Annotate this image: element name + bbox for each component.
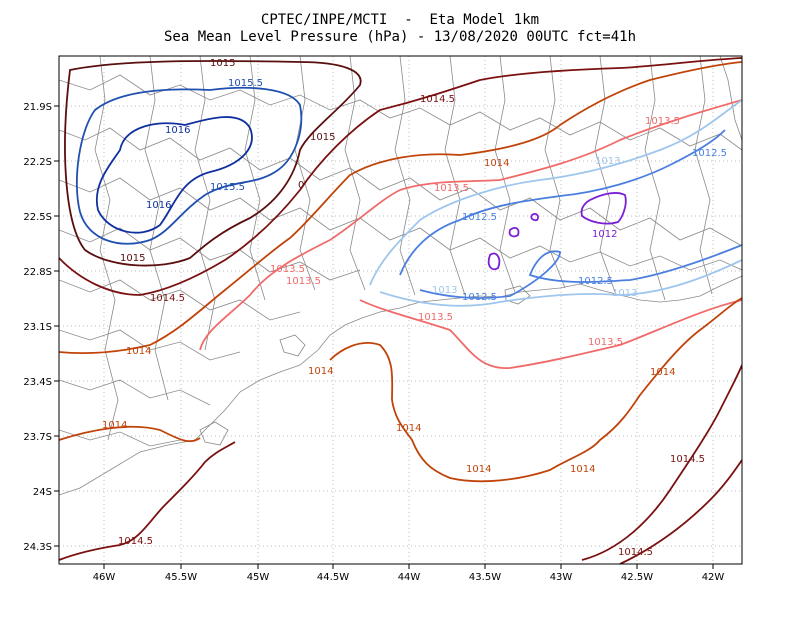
x-tick-label: 42.5W [621,572,653,583]
isobar-1012-c [487,252,501,271]
contour-label: 1013.5 [418,312,453,323]
y-tick-label: 22.8S [23,267,52,278]
contour-label: 1014.5 [618,547,653,558]
isobar-1014.5-southwest [59,441,236,561]
contour-label: 1013.5 [286,276,321,287]
contour-label: 1014 [650,367,675,378]
isobar-1013-north [369,99,742,286]
isobar-1013.5-south [359,299,742,369]
isobar-1014-north [59,61,742,355]
isobar-1012-b [508,227,520,238]
y-tick-label: 21.9S [23,102,52,113]
isobar-1015.5 [75,86,303,245]
isobar-1014-south [59,297,742,483]
contour-label: 1013.5 [645,116,680,127]
contour-label: 1012 [592,229,617,240]
contour-label: 1014 [102,420,127,431]
contour-label: 1013.5 [588,337,623,348]
isobar-1015 [64,60,362,267]
contour-labels: 1015.5 1015 1014.5 1016 1015 1015.5 1016… [102,58,727,558]
isobar-1016 [95,116,253,234]
y-tick-label: 24.3S [23,542,52,553]
isobar-1012-a [580,192,627,225]
contour-label: 1012.5 [692,148,727,159]
x-tick-label: 45W [247,572,270,583]
contour-label: 1015 [210,58,235,69]
y-axis-labels: 21.9S 22.2S 22.5S 22.8S 23.1S 23.4S 23.7… [23,102,52,553]
plot-frame [58,55,743,565]
contour-label: 1014.5 [420,94,455,105]
x-tick-label: 44.5W [317,572,349,583]
map-title-line2: Sea Mean Level Pressure (hPa) - 13/08/20… [163,29,636,45]
contour-label: 1013 [595,156,620,167]
contour-label: 1014.5 [118,536,153,547]
contour-label: 1013.5 [434,183,469,194]
y-tick-label: 23.4S [23,377,52,388]
x-tick-label: 42W [702,572,725,583]
contour-label: 1012.5 [578,276,613,287]
isobar-1012.5-north [399,129,726,276]
y-tick-label: 24S [33,487,52,498]
y-tick-label: 23.1S [23,322,52,333]
isobar-1013.5-north [199,99,742,351]
x-tick-label: 45.5W [165,572,197,583]
contour-label: 1014 [570,464,595,475]
y-tick-label: 23.7S [23,432,52,443]
contour-label: 1015 [310,132,335,143]
contour-label: 1014 [484,158,509,169]
x-tick-label: 46W [93,572,116,583]
contour-label: 1013 [612,288,637,299]
contour-label: 1013 [432,285,457,296]
x-axis [103,564,714,569]
contour-label: 1014 [466,464,491,475]
isobar-1012-d [530,213,539,222]
map-title-line1: CPTEC/INPE/MCTI - Eta Model 1km [260,12,540,28]
plot-area [59,56,742,564]
isobars [59,57,742,564]
contour-label: 1014.5 [670,454,705,465]
x-tick-label: 43W [550,572,573,583]
y-tick-label: 22.2S [23,157,52,168]
x-axis-labels: 46W 45.5W 45W 44.5W 44W 43.5W 43W 42.5W … [93,572,725,583]
contour-label: 1012.5 [462,292,497,303]
isobar-1014.5-southeast [581,364,742,561]
x-tick-label: 43.5W [469,572,501,583]
y-tick-label: 22.5S [23,212,52,223]
contour-label: 1014 [308,366,333,377]
isobar-1014.5-north [59,57,742,296]
contour-label: 1016 [165,125,190,136]
contour-label: 1014 [126,346,151,357]
contour-label: 0 [298,180,304,191]
contour-label: 1015.5 [228,78,263,89]
contour-label: 1014.5 [150,293,185,304]
isobar-1014.5-southeast-2 [619,459,742,564]
contour-label: 1012.5 [462,212,497,223]
contour-label: 1015 [120,253,145,264]
isobar-1013-south [379,259,742,307]
contour-label: 1014 [396,423,421,434]
contour-label: 1016 [146,200,171,211]
contour-label: 1013.5 [270,264,305,275]
x-tick-label: 44W [398,572,421,583]
isobar-1012.5-south [419,244,742,299]
contour-label: 1015.5 [210,182,245,193]
y-axis [54,105,59,547]
